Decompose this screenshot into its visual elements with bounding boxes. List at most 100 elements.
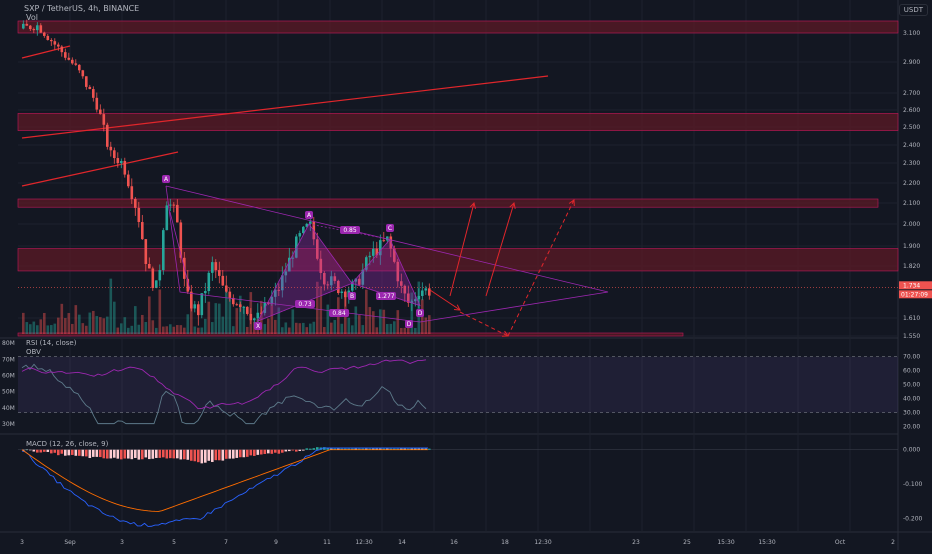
volume-bar xyxy=(242,306,246,334)
volume-bar xyxy=(158,289,162,334)
macd-histogram-bar xyxy=(333,448,337,450)
volume-bar xyxy=(207,301,211,334)
macd-histogram-bar xyxy=(197,449,200,463)
rsi-line xyxy=(21,363,427,425)
pattern-point-label: C xyxy=(388,225,392,232)
candle-body xyxy=(365,257,368,270)
macd-histogram-bar xyxy=(46,449,50,452)
candle-body xyxy=(403,285,407,294)
volume-bar xyxy=(197,327,200,334)
candle-body xyxy=(218,270,221,276)
macd-histogram-bar xyxy=(78,449,81,456)
macd-histogram-bar xyxy=(403,448,407,450)
macd-histogram-bar xyxy=(410,448,414,450)
volume-bar xyxy=(134,306,137,334)
macd-histogram-bar xyxy=(67,449,71,456)
macd-histogram-bar xyxy=(267,449,270,454)
candle-body xyxy=(99,109,102,115)
candle-body xyxy=(295,236,298,258)
candle-body xyxy=(407,293,410,303)
macd-histogram-bar xyxy=(53,449,57,453)
volume-bar xyxy=(288,327,291,334)
candle-body xyxy=(123,160,127,175)
macd-histogram-bar xyxy=(179,449,183,460)
macd-histogram-bar xyxy=(193,449,197,462)
obv-axis-label: 40M xyxy=(2,405,15,412)
macd-histogram-bar xyxy=(144,449,148,458)
volume-bar xyxy=(396,310,400,334)
projection-arrow-dashed-head xyxy=(568,199,575,207)
macd-histogram-bar xyxy=(29,449,32,451)
candle-body xyxy=(211,262,214,273)
volume-bar xyxy=(277,307,281,334)
candle-body xyxy=(417,295,421,300)
macd-histogram-bar xyxy=(281,449,284,453)
macd-histogram-bar xyxy=(64,449,67,456)
volume-bar xyxy=(179,325,183,334)
macd-histogram-bar xyxy=(36,449,39,453)
volume-bar xyxy=(186,314,190,334)
price-axis-label: 1.610 xyxy=(903,315,920,322)
candle-body xyxy=(382,240,386,242)
macd-histogram-bar xyxy=(274,449,277,453)
pattern-point-marker xyxy=(162,175,170,183)
candle-body xyxy=(389,236,393,249)
pattern-point-marker xyxy=(254,322,262,330)
volume-bar xyxy=(162,326,165,334)
obv-axis-label: 50M xyxy=(2,389,15,396)
price-axis-label: 1.550 xyxy=(903,333,920,340)
pattern-point-marker xyxy=(416,309,424,317)
volume-bar xyxy=(204,318,207,334)
candle-body xyxy=(134,198,137,208)
rsi-axis-label: 30.00 xyxy=(903,409,920,416)
volume-bar xyxy=(368,307,372,334)
macd-axis-label: -0.200 xyxy=(903,515,923,522)
macd-histogram-bar xyxy=(368,448,372,450)
ratio-marker xyxy=(340,226,360,234)
macd-histogram-bar xyxy=(347,448,351,450)
trend-line xyxy=(21,151,179,187)
volume-bar xyxy=(375,327,379,334)
candle-body xyxy=(323,272,326,285)
macd-histogram-bar xyxy=(81,449,85,457)
currency-badge[interactable]: USDT xyxy=(898,4,928,16)
macd-histogram-bar xyxy=(291,449,295,451)
macd-histogram-bar xyxy=(214,449,218,461)
candle-body xyxy=(95,97,99,110)
macd-histogram-bar xyxy=(141,449,144,460)
macd-histogram-bar xyxy=(25,449,29,451)
macd-histogram-bar xyxy=(123,449,127,459)
macd-histogram-bar xyxy=(361,448,365,450)
price-axis-label: 1.820 xyxy=(903,263,920,270)
time-axis-label: 7 xyxy=(224,539,228,546)
countdown-label: 01:27:09 xyxy=(901,291,928,298)
candle-body xyxy=(428,288,431,296)
candle-body xyxy=(288,257,291,272)
candle-body xyxy=(190,291,193,309)
macd-histogram-bar xyxy=(74,449,78,456)
candle-body xyxy=(151,268,155,289)
macd-histogram-bar xyxy=(60,449,64,454)
price-axis-label: 2.000 xyxy=(903,221,920,228)
volume-bar xyxy=(165,326,169,334)
macd-histogram-bar xyxy=(204,449,207,463)
volume-bar xyxy=(291,309,295,334)
macd-histogram-bar xyxy=(232,449,235,459)
candle-body xyxy=(158,270,162,281)
macd-histogram-bar xyxy=(85,449,88,457)
candle-body xyxy=(186,278,190,292)
macd-histogram-bar xyxy=(358,448,361,450)
resistance-zone xyxy=(17,198,879,208)
volume-bar xyxy=(246,326,249,334)
candle-body xyxy=(246,306,249,314)
macd-histogram-bar xyxy=(260,449,263,455)
candle-body xyxy=(221,275,225,286)
macd-histogram-bar xyxy=(106,449,109,459)
volume-bar xyxy=(116,327,120,334)
macd-histogram-bar xyxy=(211,449,214,462)
pattern-point-marker xyxy=(305,211,313,219)
macd-histogram-bar xyxy=(176,449,179,459)
volume-bar xyxy=(127,327,130,334)
